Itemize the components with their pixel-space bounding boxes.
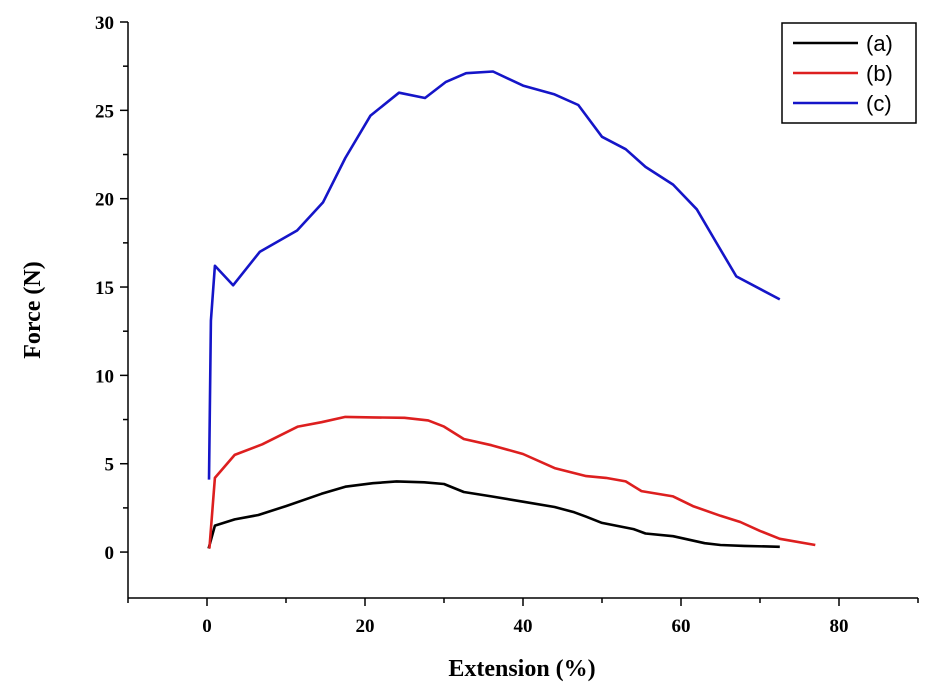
x-axis-label: Extension (%) [448, 656, 595, 682]
y-tick-label: 20 [95, 190, 114, 211]
y-tick-label: 0 [105, 543, 115, 564]
y-tick-label: 15 [95, 278, 114, 299]
x-tick-label: 20 [356, 616, 375, 637]
legend-label: (b) [866, 61, 893, 86]
x-tick-label: 60 [672, 616, 691, 637]
x-tick-label: 0 [202, 616, 212, 637]
x-tick-label: 40 [514, 616, 533, 637]
y-tick-label: 30 [95, 13, 114, 34]
series-lines [207, 70, 816, 549]
axes: 0 20 40 60 80 0 5 10 15 20 25 30 [95, 13, 919, 637]
legend-label: (a) [866, 31, 893, 56]
series-line-b [208, 415, 816, 549]
y-axis-label: Force (N) [20, 261, 46, 359]
legend-label: (c) [866, 91, 892, 116]
series-line-c [207, 70, 781, 480]
legend: (a) (b) (c) [781, 22, 917, 124]
y-tick-label: 10 [95, 366, 114, 387]
y-tick-label: 5 [105, 455, 115, 476]
y-tick-label: 25 [95, 101, 114, 122]
series-line-a [207, 480, 780, 549]
x-tick-label: 80 [830, 616, 849, 637]
